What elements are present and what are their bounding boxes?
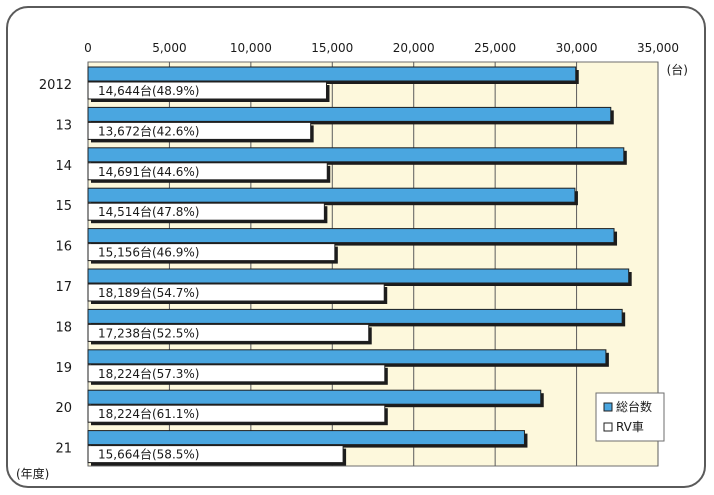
bar-total	[87, 349, 607, 365]
x-tick-label: 10,000	[230, 41, 272, 55]
x-tick-label: 15,000	[311, 41, 353, 55]
x-tick-label: 0	[84, 41, 92, 55]
data-label: 15,664台(58.5%)	[98, 447, 199, 462]
bar-total	[87, 308, 623, 324]
category-label: 19	[55, 361, 72, 376]
x-tick-label: 35,000	[637, 41, 679, 55]
legend-swatch-rv	[603, 422, 613, 432]
bar-rv	[87, 445, 344, 464]
x-tick-label: 25,000	[474, 41, 516, 55]
bar-total	[87, 389, 542, 405]
category-label: 20	[55, 401, 72, 416]
bar-total	[87, 187, 576, 203]
data-label: 18,189台(54.7%)	[98, 285, 199, 300]
bar-rv	[87, 202, 325, 221]
legend-box	[595, 392, 665, 442]
bar-total	[87, 66, 577, 82]
bar-rv	[87, 283, 385, 302]
category-label: 18	[55, 320, 72, 335]
bar-total	[87, 106, 612, 122]
data-label: 14,691台(44.6%)	[98, 164, 199, 179]
x-unit-label: (台)	[667, 62, 688, 77]
bar-rv	[87, 404, 386, 423]
bar-rv	[87, 81, 327, 100]
data-label: 18,224台(61.1%)	[98, 406, 199, 421]
data-label: 17,238台(52.5%)	[98, 325, 199, 340]
y-unit-label: (年度)	[16, 466, 49, 481]
bar-rv	[87, 243, 336, 262]
data-label: 14,644台(48.9%)	[98, 83, 199, 98]
bar-rv	[87, 364, 386, 383]
bar-rv	[87, 121, 312, 140]
x-tick-label: 30,000	[556, 41, 598, 55]
bar-total	[87, 268, 630, 284]
legend-label-rv: RV車	[616, 420, 644, 434]
bar-rv	[87, 323, 370, 342]
bar-total	[87, 228, 615, 244]
data-label: 13,672台(42.6%)	[98, 123, 199, 138]
legend-swatch-total	[603, 402, 613, 412]
bar-total	[87, 147, 625, 163]
legend-label-total: 総台数	[616, 399, 652, 414]
x-tick-label: 5,000	[152, 41, 186, 55]
category-label: 17	[55, 280, 72, 295]
bar-total	[87, 430, 525, 446]
category-label: 13	[55, 118, 72, 133]
data-label: 18,224台(57.3%)	[98, 366, 199, 381]
category-label: 21	[55, 442, 72, 457]
bar-rv	[87, 162, 328, 181]
category-label: 2012	[39, 78, 72, 93]
data-label: 14,514台(47.8%)	[98, 204, 199, 219]
x-tick-label: 20,000	[393, 41, 435, 55]
category-label: 15	[55, 199, 72, 214]
category-label: 14	[55, 159, 72, 174]
category-label: 16	[55, 240, 72, 255]
data-label: 15,156台(46.9%)	[98, 245, 199, 260]
